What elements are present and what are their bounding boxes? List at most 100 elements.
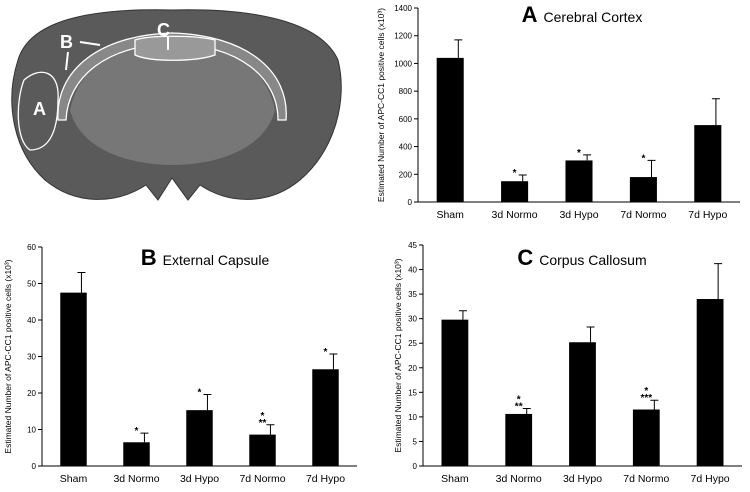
significance-mark: *** xyxy=(640,393,652,404)
error-bar xyxy=(647,159,656,178)
y-tick-label: 1400 xyxy=(394,4,412,13)
error-bar xyxy=(77,272,86,293)
x-tick-label: 7d Hypo xyxy=(688,209,727,221)
bar xyxy=(629,177,657,202)
y-tick-label: 800 xyxy=(399,87,413,96)
y-tick-label: 0 xyxy=(32,462,37,471)
bar xyxy=(565,160,593,202)
x-tick-label: 7d Hypo xyxy=(691,473,730,485)
bar xyxy=(186,410,213,466)
y-axis-label: Estimated Number of APC-CC1 positive cel… xyxy=(3,259,13,453)
significance-mark: * xyxy=(577,148,581,159)
region-label: C xyxy=(157,20,170,40)
arrow-b1 xyxy=(79,41,101,46)
significance-mark: * xyxy=(135,426,139,437)
x-tick-label: Sham xyxy=(60,473,88,485)
error-bar xyxy=(583,154,592,161)
x-tick-label: 3d Normo xyxy=(496,473,542,485)
y-tick-label: 20 xyxy=(408,364,417,373)
y-axis-label: Estimated Number of APC-CC1 positive cel… xyxy=(376,8,386,202)
x-tick-label: 3d Normo xyxy=(492,209,538,221)
error-bar xyxy=(203,393,212,411)
bar xyxy=(123,442,150,466)
error-bar xyxy=(650,399,659,410)
y-tick-label: 1200 xyxy=(394,32,412,41)
y-tick-label: 25 xyxy=(408,339,417,348)
x-tick-label: 3d Hypo xyxy=(559,209,598,221)
x-tick-label: Sham xyxy=(441,473,469,485)
y-tick-label: 15 xyxy=(408,388,417,397)
x-tick-label: 7d Hypo xyxy=(306,473,345,485)
external-capsule-region xyxy=(57,32,287,121)
y-tick-label: 35 xyxy=(408,290,417,299)
title-text: Cerebral Cortex xyxy=(544,9,643,25)
bar xyxy=(632,409,660,466)
y-tick-label: 40 xyxy=(408,266,417,275)
y-tick-label: 1000 xyxy=(394,59,412,68)
panel-label: B xyxy=(141,245,157,270)
error-bar xyxy=(454,39,463,58)
panel-label: C xyxy=(517,245,533,270)
significance-mark: * xyxy=(517,395,521,406)
y-tick-label: 50 xyxy=(27,280,36,289)
error-bar xyxy=(586,326,595,343)
error-bar xyxy=(711,98,720,126)
y-axis-label: Estimated Number of APC-CC1 positive cel… xyxy=(393,258,403,452)
x-tick-label: 7d Normo xyxy=(623,473,669,485)
y-tick-label: 0 xyxy=(408,198,413,207)
y-tick-label: 45 xyxy=(408,241,417,250)
y-tick-label: 0 xyxy=(413,462,418,471)
significance-mark: * xyxy=(644,386,648,397)
panel-label: A xyxy=(522,2,538,27)
y-tick-label: 200 xyxy=(399,170,413,179)
title-text: External Capsule xyxy=(163,252,270,268)
bar xyxy=(694,125,722,202)
bar xyxy=(569,342,596,466)
bar xyxy=(60,292,87,466)
significance-mark: * xyxy=(641,153,645,164)
error-bar xyxy=(458,310,467,320)
significance-mark: * xyxy=(324,347,328,358)
cortex-region xyxy=(17,71,59,151)
chart-title: B External Capsule xyxy=(141,245,270,270)
significance-mark: * xyxy=(513,168,517,179)
error-bar xyxy=(266,424,275,435)
x-tick-label: 7d Normo xyxy=(620,209,666,221)
significance-mark: ** xyxy=(259,418,267,429)
y-tick-label: 10 xyxy=(27,426,36,435)
region-label: B xyxy=(60,32,73,52)
chart-title: A Cerebral Cortex xyxy=(522,2,643,27)
y-tick-label: 5 xyxy=(413,437,418,446)
region-label: A xyxy=(33,99,46,119)
x-tick-label: 3d Hypo xyxy=(180,473,219,485)
error-bar xyxy=(714,263,723,300)
brain-interior xyxy=(70,38,275,165)
bar xyxy=(441,319,469,466)
title-text: Corpus Callosum xyxy=(539,252,646,268)
y-tick-label: 40 xyxy=(27,316,36,325)
error-bar xyxy=(518,174,527,182)
error-bar xyxy=(329,353,338,370)
significance-mark: * xyxy=(198,387,202,398)
x-tick-label: 3d Normo xyxy=(113,473,159,485)
y-tick-label: 30 xyxy=(27,353,36,362)
y-tick-label: 10 xyxy=(408,413,417,422)
y-tick-label: 400 xyxy=(399,143,413,152)
y-tick-label: 30 xyxy=(408,315,417,324)
y-tick-label: 20 xyxy=(27,389,36,398)
chart-title: C Corpus Callosum xyxy=(517,245,646,270)
brain-section: A B C xyxy=(0,0,345,215)
x-tick-label: 3d Hypo xyxy=(563,473,602,485)
corpus-callosum-region xyxy=(134,35,216,61)
y-tick-label: 600 xyxy=(399,115,413,124)
error-bar xyxy=(522,408,531,414)
bar xyxy=(312,369,339,466)
bar xyxy=(249,434,276,466)
arrow-b2 xyxy=(65,51,69,71)
significance-mark: ** xyxy=(515,402,523,413)
x-tick-label: 7d Normo xyxy=(239,473,285,485)
bar xyxy=(501,181,529,202)
y-tick-label: 60 xyxy=(27,243,36,252)
x-tick-label: Sham xyxy=(436,209,464,221)
